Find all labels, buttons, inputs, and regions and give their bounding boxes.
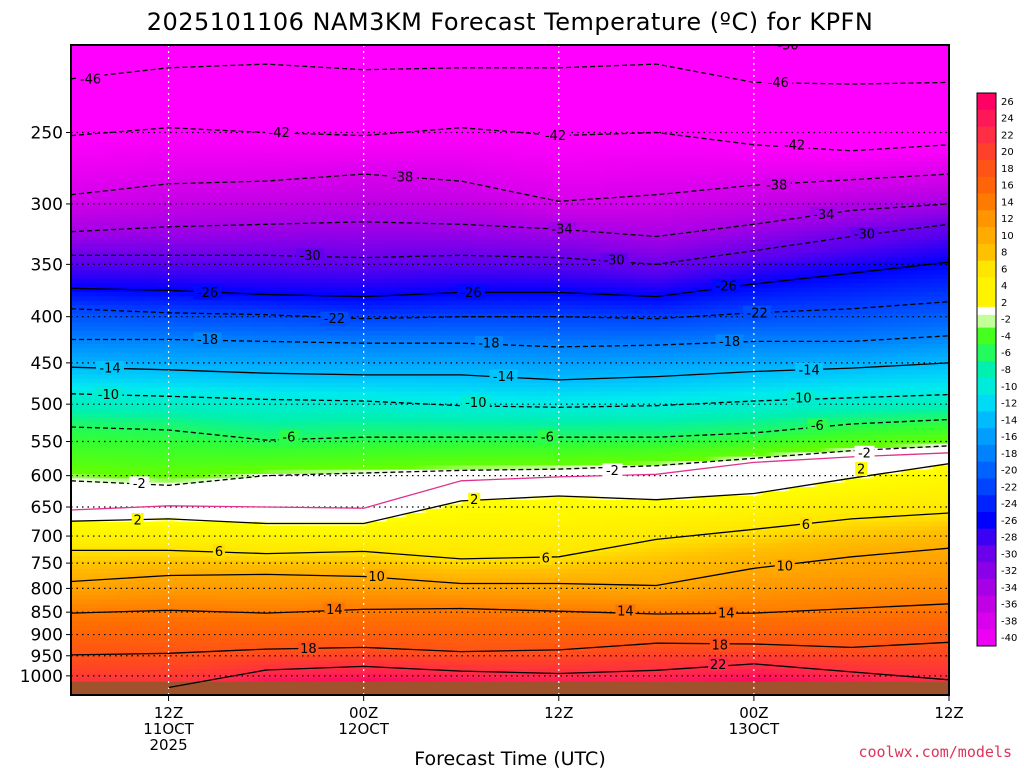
chart-title: 2025101106 NAM3KM Forecast Temperature (… xyxy=(147,8,874,36)
plot-area: -46-42 -42-46-50-42-38-38-34-34-30 -30-30-… xyxy=(71,38,954,696)
